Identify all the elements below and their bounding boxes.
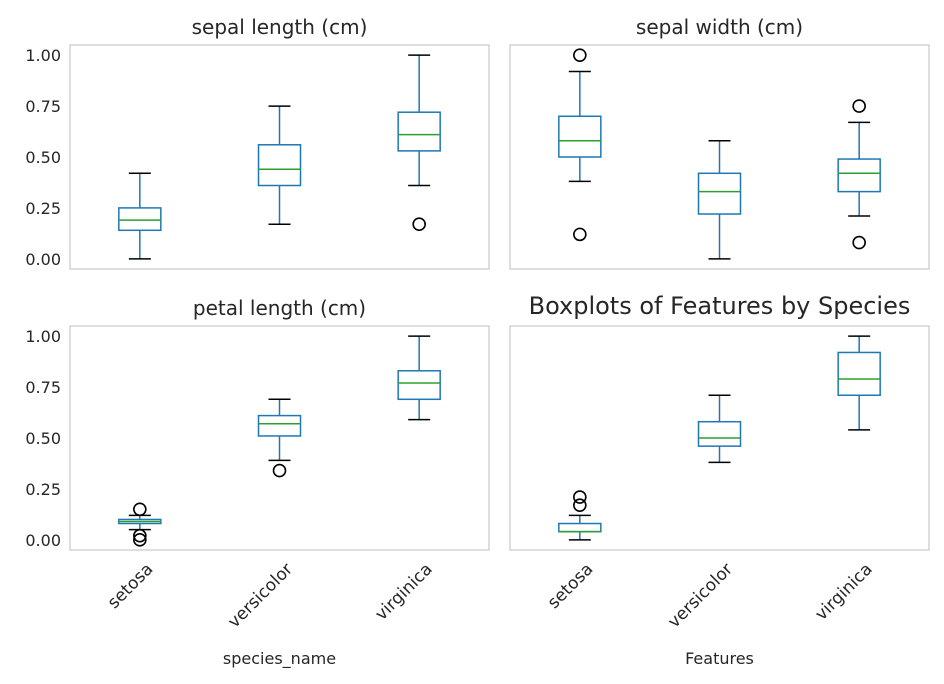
subplot-4: Boxplots of Features by Species setosa ver… [509,292,930,668]
box-iqr [118,207,162,232]
box-virginica [397,335,441,421]
y-tick-label: 1.00 [25,46,61,65]
y-tick-label: 0.75 [25,97,61,116]
axes-frame [69,325,490,551]
subplot-2: sepal width (cm) [509,15,930,270]
y-tick-label: 0.25 [25,199,61,218]
box-versicolor [257,398,302,478]
outlier-point [412,217,426,231]
subplot-title: sepal width (cm) [636,15,803,39]
subplot-title: Boxplots of Features by Species [529,292,911,320]
y-tick-label: 0.50 [25,148,61,167]
x-tick-label: setosa [544,559,598,613]
outlier-point [133,533,147,547]
subplot-3: petal length (cm) 0.00 0.25 0.50 0.75 1.00 set… [25,296,490,669]
box-iqr [697,172,742,215]
box-iqr [558,522,602,533]
x-tick-label: virginica [371,559,436,624]
outlier-point [573,227,587,242]
box-versicolor [697,139,742,260]
box-iqr [257,144,302,187]
box-iqr [558,115,602,158]
y-tick-label: 0.75 [25,378,61,397]
outlier-point [573,490,587,504]
box-versicolor [257,105,302,225]
axes-frame [509,44,930,270]
y-tick-label: 0.25 [25,480,61,499]
x-tick-label: versicolor [224,559,297,632]
box-iqr [697,420,742,447]
x-axis-label: species_name [223,649,336,669]
box-iqr [837,158,881,193]
axes-frame [69,44,490,270]
box-iqr [397,111,441,152]
subplot-title: sepal length (cm) [192,15,368,39]
subplot-1: sepal length (cm) 0.00 0.25 0.50 0.75 1.00 [25,15,490,270]
outlier-point [133,528,147,543]
y-tick-label: 0.00 [25,250,61,269]
axes-frame [509,325,930,551]
outlier-point [852,235,866,250]
x-tick-label: versicolor [664,559,737,632]
box-iqr [257,414,302,437]
box-versicolor [697,394,742,464]
outlier-point [133,502,147,517]
outlier-point [573,498,587,513]
box-setosa [118,172,162,260]
outlier-point [852,99,866,113]
box-iqr [397,370,441,401]
box-virginica [837,335,881,431]
box-setosa [558,490,602,541]
box-iqr [837,351,881,396]
y-tick-label: 0.50 [25,429,61,448]
x-tick-label: virginica [811,559,876,624]
outlier-point [573,48,587,62]
box-setosa [118,502,162,547]
box-virginica [837,99,881,250]
y-tick-label: 1.00 [25,327,61,346]
x-axis-label: Features [685,649,754,668]
y-tick-label: 0.00 [25,531,61,550]
x-tick-label: setosa [104,559,158,613]
outlier-point [272,463,287,478]
box-setosa [558,48,602,242]
box-virginica [397,54,441,231]
subplot-title: petal length (cm) [193,296,366,320]
